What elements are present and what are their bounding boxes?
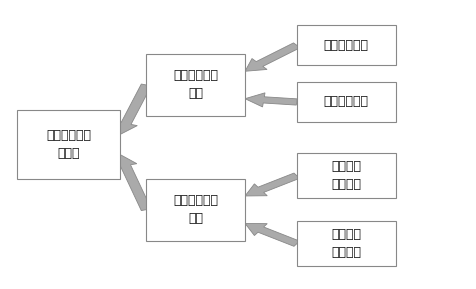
Text: 回路在线管控
检修: 回路在线管控 检修: [173, 194, 218, 225]
Polygon shape: [245, 43, 300, 71]
Polygon shape: [245, 93, 298, 107]
Bar: [146, 54, 245, 116]
Text: 装置异常告警: 装置异常告警: [324, 95, 369, 108]
Bar: [17, 110, 120, 179]
Text: 安全隔离
辅助告警: 安全隔离 辅助告警: [331, 228, 361, 259]
Text: 装置在线管控
检修: 装置在线管控 检修: [173, 69, 218, 101]
Text: 装置运行预警: 装置运行预警: [324, 39, 369, 52]
Text: 回路监视
故障定位: 回路监视 故障定位: [331, 160, 361, 191]
Polygon shape: [245, 173, 299, 196]
Bar: [297, 82, 396, 122]
Polygon shape: [115, 84, 151, 134]
Bar: [297, 221, 396, 266]
Text: 变电站在线管
控检修: 变电站在线管 控检修: [46, 129, 91, 160]
Bar: [297, 25, 396, 65]
Polygon shape: [245, 223, 299, 246]
Polygon shape: [114, 155, 151, 211]
Bar: [297, 153, 396, 198]
Bar: [146, 179, 245, 241]
